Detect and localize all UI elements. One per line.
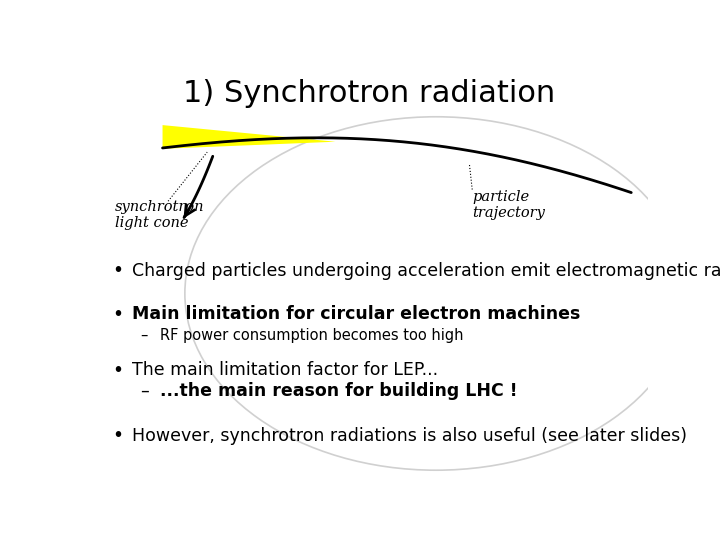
Text: –: –: [140, 382, 149, 400]
Text: 1) Synchrotron radiation: 1) Synchrotron radiation: [183, 79, 555, 109]
Polygon shape: [163, 125, 336, 149]
Text: Main limitation for circular electron machines: Main limitation for circular electron ma…: [132, 305, 580, 323]
Text: •: •: [112, 426, 123, 445]
Text: Charged particles undergoing acceleration emit electromagnetic radiation: Charged particles undergoing acceleratio…: [132, 261, 720, 280]
Text: The main limitation factor for LEP...: The main limitation factor for LEP...: [132, 361, 438, 380]
Text: •: •: [112, 305, 123, 324]
Text: •: •: [112, 361, 123, 380]
Text: However, synchrotron radiations is also useful (see later slides): However, synchrotron radiations is also …: [132, 427, 687, 445]
Text: •: •: [112, 261, 123, 280]
Text: –: –: [140, 328, 148, 342]
Text: particle
trajectory: particle trajectory: [472, 190, 545, 220]
Text: RF power consumption becomes too high: RF power consumption becomes too high: [160, 328, 463, 342]
Text: synchrotron
light cone: synchrotron light cone: [115, 200, 204, 230]
Text: ...the main reason for building LHC !: ...the main reason for building LHC !: [160, 382, 517, 400]
